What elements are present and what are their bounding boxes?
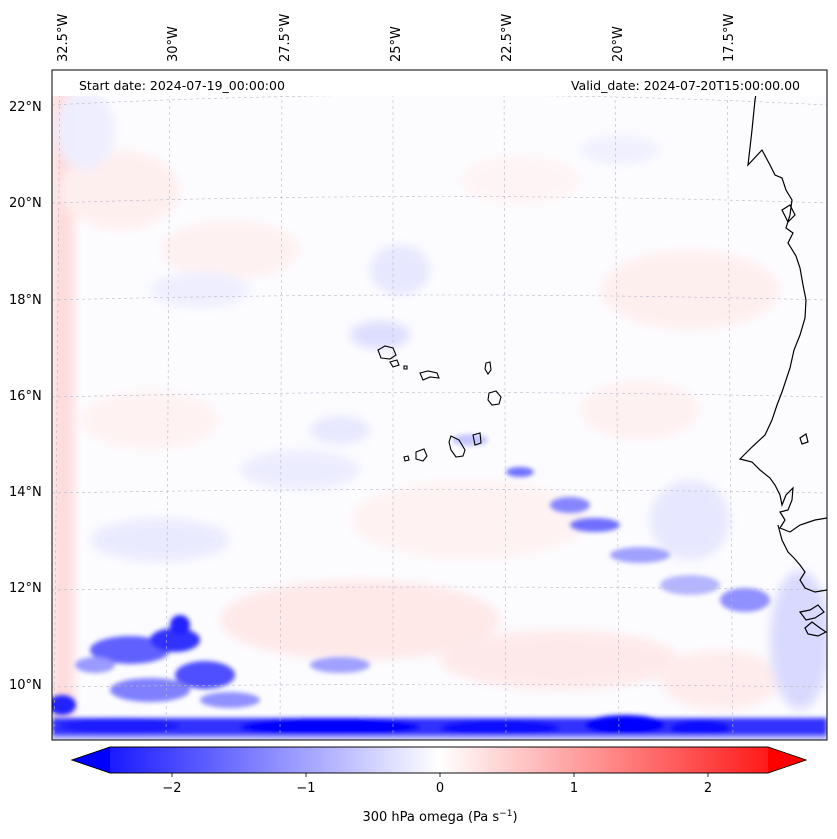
colorbar-under-arrow <box>72 747 110 773</box>
lon-label-27-5w: 27.5°W <box>278 14 293 62</box>
island-santa-luzia <box>403 365 408 370</box>
lon-label-25w: 25°W <box>389 26 404 62</box>
colorbar-tick-minus1: −1 <box>296 781 315 796</box>
lon-label-32-5w: 32.5°W <box>56 14 71 62</box>
omega-field <box>52 90 827 740</box>
island-santo-antao <box>377 345 397 360</box>
gridlines <box>52 70 827 740</box>
colorbar-tick-0: 0 <box>436 781 444 796</box>
lon-label-22-5w: 22.5°W <box>500 14 515 62</box>
lon-label-20w: 20°W <box>611 26 626 62</box>
lon-label-17-5w: 17.5°W <box>722 14 737 62</box>
lat-label-22n: 22°N <box>9 100 42 115</box>
cape-verde-islands <box>377 345 502 462</box>
map-panel: Start date: 2024-07-19_00:00:00 Valid_da… <box>52 70 827 740</box>
start-date-text: Start date: 2024-07-19_00:00:00 <box>79 78 285 93</box>
island-brava <box>403 455 410 462</box>
colorbar-body <box>70 746 808 774</box>
colorbar: −2 −1 0 1 2 300 hPa omega (Pa s−1) <box>70 746 808 825</box>
colorbar-tick-2: 2 <box>704 781 712 796</box>
lat-label-12n: 12°N <box>9 581 42 596</box>
island-boa-vista <box>487 390 502 406</box>
lat-label-10n: 10°N <box>9 678 42 693</box>
island-sal <box>484 361 492 375</box>
colorbar-over-arrow <box>768 747 806 773</box>
colorbar-label-main: 300 hPa omega (Pa s <box>362 810 499 825</box>
colorbar-label-close: ) <box>512 810 517 825</box>
lon-label-30w: 30°W <box>166 26 181 62</box>
island-fogo <box>415 448 428 462</box>
lat-label-16n: 16°N <box>9 389 42 404</box>
header-strip <box>52 70 827 96</box>
colorbar-label: 300 hPa omega (Pa s−1) <box>362 809 517 825</box>
lat-label-14n: 14°N <box>9 485 42 500</box>
colorbar-tick-minus2: −2 <box>162 781 181 796</box>
map-frame <box>51 69 828 741</box>
island-sao-nicolau <box>419 370 440 381</box>
island-maio <box>472 432 482 446</box>
lat-label-20n: 20°N <box>9 196 42 211</box>
lat-label-18n: 18°N <box>9 293 42 308</box>
valid-date-text: Valid_date: 2024-07-20T15:00:00.00 <box>571 78 800 93</box>
coastline <box>738 70 827 637</box>
colorbar-label-superscript: −1 <box>499 809 512 819</box>
colorbar-tick-1: 1 <box>570 781 578 796</box>
longitude-labels: 32.5°W 30°W 27.5°W 25°W 22.5°W 20°W 17.5… <box>56 14 737 62</box>
island-sao-vicente <box>389 359 400 368</box>
island-santiago <box>448 435 466 458</box>
latitude-labels: 22°N 20°N 18°N 16°N 14°N 12°N 10°N <box>9 100 42 693</box>
colorbar-ticks <box>171 773 709 777</box>
